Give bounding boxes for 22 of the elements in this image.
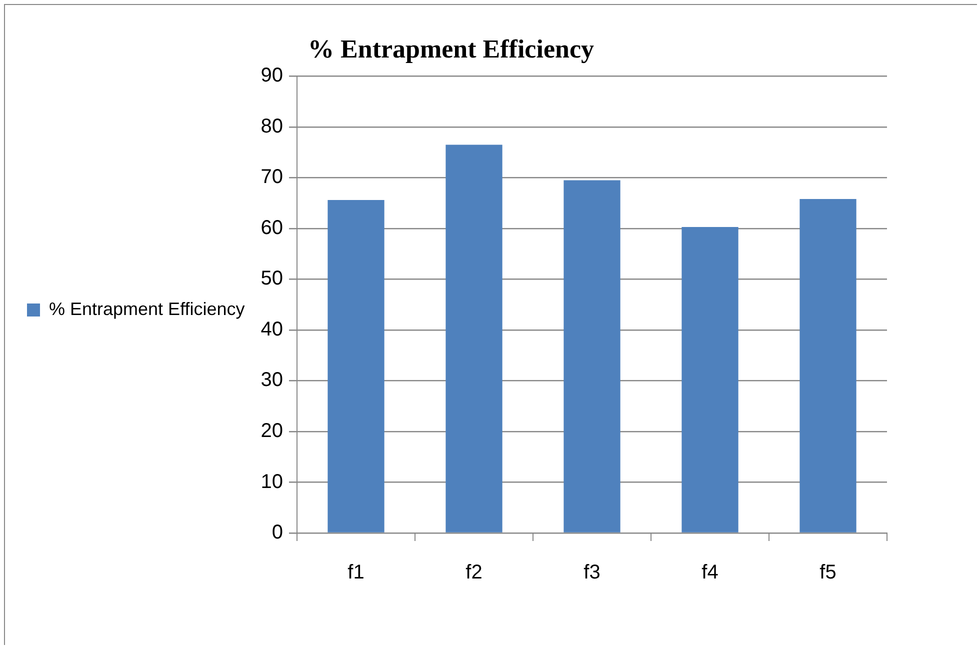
x-tick-label: f3: [584, 562, 600, 584]
y-tick-label: 20: [260, 420, 284, 442]
y-tick-label: 80: [260, 115, 284, 138]
y-tick-label: 50: [260, 268, 284, 290]
x-tick-label: f4: [702, 562, 718, 584]
bar: [682, 226, 738, 532]
y-tick-label: 30: [260, 369, 284, 392]
y-tick-label: 10: [260, 470, 284, 493]
x-tick-label: f1: [348, 562, 364, 584]
legend-label: % Entrapment Efficiency: [49, 298, 245, 319]
bar: [800, 199, 856, 532]
bar: [446, 144, 502, 532]
y-tick-label: 40: [260, 318, 284, 340]
y-tick-label: 90: [260, 64, 284, 87]
y-tick-label: 70: [260, 166, 284, 188]
x-tick-label: f5: [820, 562, 836, 584]
bar: [564, 180, 620, 532]
chart-title: % Entrapment Efficiency: [308, 34, 594, 64]
bar: [328, 200, 384, 532]
x-tick-label: f2: [466, 562, 482, 584]
y-tick-label: 60: [260, 216, 284, 239]
y-tick-label: 0: [272, 522, 284, 544]
